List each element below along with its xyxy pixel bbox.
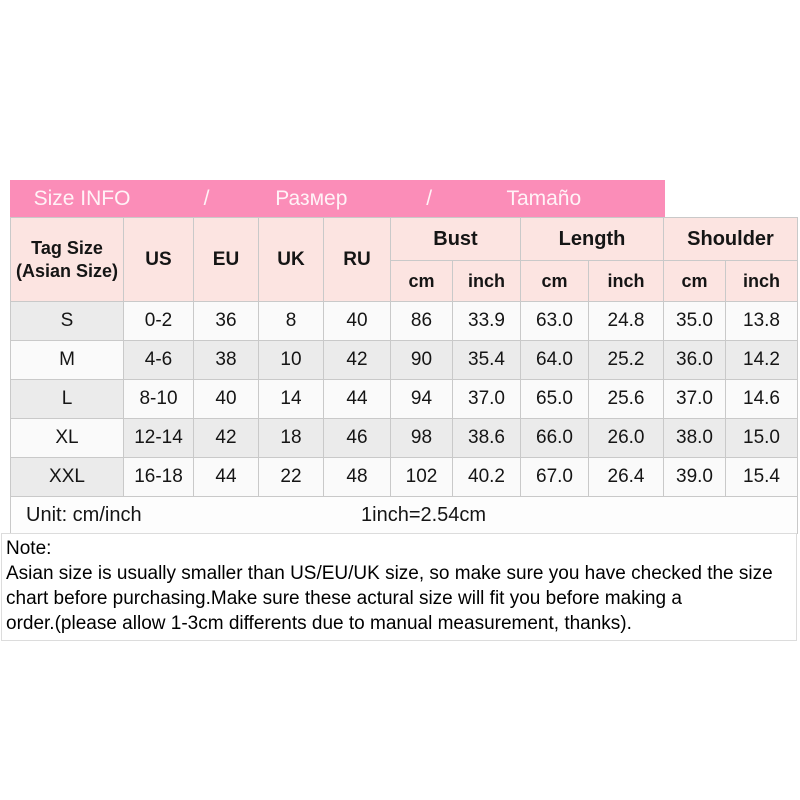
table-cell: 64.0 [520,340,589,380]
table-cell: 63.0 [520,301,589,341]
note-line: order.(please allow 1-3cm differents due… [6,613,632,634]
table-cell: 48 [323,457,391,497]
table-cell: 40 [323,301,391,341]
table-cell: 44 [323,379,391,419]
table-cell: 15.0 [725,418,798,458]
table-cell: 42 [193,418,259,458]
cell-tag: M [10,340,124,380]
table-cell: 35.4 [452,340,521,380]
banner-title-ru: Размер [275,187,348,210]
header-us: US [123,217,194,302]
header-row-groups: Tag Size (Asian Size) US EU UK RU Bust L… [10,217,798,302]
inch-conversion-label: 1inch=2.54cm [361,504,487,526]
note-line: chart before purchasing.Make sure these … [6,588,682,609]
table-cell: 38.6 [452,418,521,458]
header-tag-size: Tag Size (Asian Size) [10,217,124,302]
banner-separator: / [426,187,433,210]
cell-tag: L [10,379,124,419]
header-length: Length [520,217,664,261]
table-cell: 26.0 [588,418,664,458]
table-cell: 66.0 [520,418,589,458]
header-bust-inch: inch [452,260,521,302]
table-row-s: S 0-2 36 8 40 86 33.9 63.0 24.8 35.0 13.… [10,301,798,341]
table-cell: 25.6 [588,379,664,419]
note-line: Asian size is usually smaller than US/EU… [6,563,773,584]
cell-tag: XXL [10,457,124,497]
note-heading: Note: [6,538,52,559]
table-cell: 13.8 [725,301,798,341]
table-cell: 8 [258,301,324,341]
table-cell: 90 [390,340,453,380]
table-cell: 24.8 [588,301,664,341]
table-cell: 40.2 [452,457,521,497]
table-row-m: M 4-6 38 10 42 90 35.4 64.0 25.2 36.0 14… [10,340,798,380]
table-cell: 18 [258,418,324,458]
table-cell: 65.0 [520,379,589,419]
table-cell: 36 [193,301,259,341]
banner-separator: / [203,187,210,210]
note-block: Note: Asian size is usually smaller than… [1,533,797,641]
table-cell: 98 [390,418,453,458]
header-eu: EU [193,217,259,302]
table-cell: 40 [193,379,259,419]
table-row-l: L 8-10 40 14 44 94 37.0 65.0 25.6 37.0 1… [10,379,798,419]
table-cell: 0-2 [123,301,194,341]
table-cell: 22 [258,457,324,497]
table-cell: 14 [258,379,324,419]
header-shoulder-inch: inch [725,260,798,302]
table-cell: 12-14 [123,418,194,458]
table-cell: 36.0 [663,340,726,380]
table-cell: 42 [323,340,391,380]
header-length-inch: inch [588,260,664,302]
header-ru: RU [323,217,391,302]
header-bust: Bust [390,217,521,261]
unit-footer-row: Unit: cm/inch 1inch=2.54cm [10,496,798,534]
banner-title-en: Size INFO [33,187,131,210]
table-cell: 35.0 [663,301,726,341]
table-row-xxl: XXL 16-18 44 22 48 102 40.2 67.0 26.4 39… [10,457,798,497]
header-uk: UK [258,217,324,302]
size-table: Tag Size (Asian Size) US EU UK RU Bust L… [10,217,798,534]
table-cell: 10 [258,340,324,380]
table-cell: 46 [323,418,391,458]
table-cell: 38 [193,340,259,380]
table-cell: 33.9 [452,301,521,341]
banner-title-es: Tamaño [506,187,582,210]
table-cell: 4-6 [123,340,194,380]
cell-tag: S [10,301,124,341]
header-shoulder-cm: cm [663,260,726,302]
table-cell: 94 [390,379,453,419]
table-cell: 102 [390,457,453,497]
cell-tag: XL [10,418,124,458]
table-cell: 14.6 [725,379,798,419]
table-cell: 8-10 [123,379,194,419]
header-row-units: cm inch cm inch cm inch [11,260,798,302]
table-cell: 37.0 [663,379,726,419]
table-cell: 16-18 [123,457,194,497]
table-cell: 25.2 [588,340,664,380]
header-shoulder: Shoulder [663,217,798,261]
table-cell: 38.0 [663,418,726,458]
table-row-xl: XL 12-14 42 18 46 98 38.6 66.0 26.0 38.0… [10,418,798,458]
table-cell: 15.4 [725,457,798,497]
size-info-banner: Size INFO / Размер / Tamaño [10,180,665,217]
table-cell: 67.0 [520,457,589,497]
table-cell: 39.0 [663,457,726,497]
table-cell: 44 [193,457,259,497]
table-cell: 86 [390,301,453,341]
unit-label: Unit: cm/inch [26,503,142,526]
table-cell: 14.2 [725,340,798,380]
table-cell: 37.0 [452,379,521,419]
header-tag-size-line2: (Asian Size) [15,260,119,281]
header-tag-size-line1: Tag Size [31,238,103,258]
table-cell: 26.4 [588,457,664,497]
header-bust-cm: cm [390,260,453,302]
header-length-cm: cm [520,260,589,302]
